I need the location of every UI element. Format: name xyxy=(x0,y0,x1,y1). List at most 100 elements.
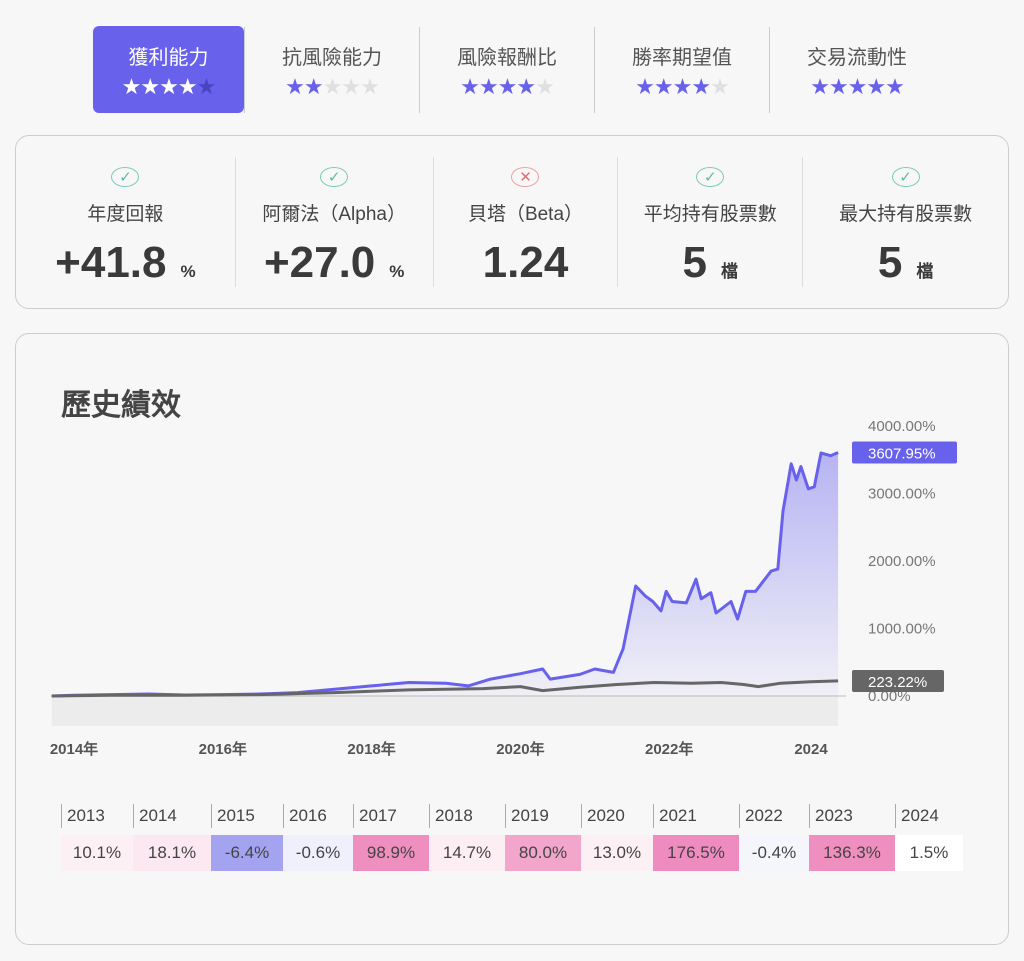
metric-label: 貝塔（Beta） xyxy=(467,204,584,225)
year-label: 2014 xyxy=(133,804,211,828)
metric-value-wrap: +27.0% xyxy=(264,238,404,288)
tab-divider xyxy=(419,26,420,113)
check-icon: ✓ xyxy=(320,167,349,187)
performance-chart: 0.00% 1000.00% 2000.00% 3000.00% 4000.00% 201… xyxy=(50,418,957,758)
annual-return-cell: 2014 18.1% xyxy=(133,804,211,871)
year-label: 2022 xyxy=(739,804,809,828)
year-label: 2020 xyxy=(581,804,653,828)
series-line-1 xyxy=(51,679,839,698)
metric-value-wrap: 1.24 xyxy=(483,238,569,288)
year-label: 2015 xyxy=(211,804,283,828)
annual-return-cell: 2023 136.3% xyxy=(809,804,895,871)
star-icon: ★ xyxy=(196,74,217,99)
last-value-label: 223.22% xyxy=(868,674,927,691)
tab-divider xyxy=(769,26,770,113)
star-rating: ★★★★★ xyxy=(285,74,380,99)
star-icon: ★ xyxy=(121,74,142,99)
check-icon: ✓ xyxy=(696,167,725,187)
star-icon: ★ xyxy=(303,74,324,99)
year-label: 2013 xyxy=(61,804,133,828)
y-tick-label: 3000.00% xyxy=(868,486,936,503)
annual-return-cell: 2020 13.0% xyxy=(581,804,653,871)
metric-value: +41.8 xyxy=(55,238,167,287)
metric-value: 5 xyxy=(877,238,903,287)
return-value: 98.9% xyxy=(353,835,429,871)
star-rating: ★★★★★ xyxy=(460,74,555,99)
last-value-label: 3607.95% xyxy=(868,445,936,462)
annual-return-cell: 2022 -0.4% xyxy=(739,804,809,871)
tab-label: 抗風險能力 xyxy=(282,47,382,69)
return-value: 80.0% xyxy=(505,835,581,871)
x-tick-label: 2022年 xyxy=(645,740,693,758)
check-icon: ✓ xyxy=(891,167,920,187)
star-icon: ★ xyxy=(810,74,830,99)
y-tick-label: 0.00% xyxy=(868,688,911,705)
annual-return-cell: 2021 176.5% xyxy=(653,804,739,871)
return-value: 14.7% xyxy=(429,835,505,871)
star-icon: ★ xyxy=(691,74,711,99)
metric-3: ✓ 平均持有股票數 5 檔 xyxy=(618,157,804,287)
x-tick-label: 2020年 xyxy=(496,740,544,758)
last-value-badge xyxy=(852,669,944,692)
tab-1[interactable]: 抗風險能力 ★★★★★ xyxy=(245,26,419,113)
last-value-badge xyxy=(852,441,957,464)
tab-2[interactable]: 風險報酬比 ★★★★★ xyxy=(420,26,594,113)
metric-unit: 檔 xyxy=(916,262,934,281)
cross-icon: ✕ xyxy=(511,167,540,187)
star-icon: ★ xyxy=(159,74,179,99)
y-tick-label: 4000.00% xyxy=(868,418,936,435)
star-rating: ★★★★★ xyxy=(635,74,730,99)
x-tick-label: 2018年 xyxy=(347,740,395,758)
star-icon: ★ xyxy=(322,74,343,99)
metric-label: 年度回報 xyxy=(87,204,164,225)
star-icon: ★ xyxy=(341,74,361,99)
metric-1: ✓ 阿爾法（Alpha） +27.0% xyxy=(236,157,434,287)
star-rating: ★★★★★ xyxy=(810,74,905,99)
metric-0: ✓ 年度回報 +41.8% xyxy=(16,157,236,287)
star-icon: ★ xyxy=(516,74,536,99)
tab-label: 勝率期望值 xyxy=(632,47,732,69)
tab-0[interactable]: 獲利能力 ★★★★★ xyxy=(93,26,244,113)
annual-return-cell: 2016 -0.6% xyxy=(283,804,353,871)
star-icon: ★ xyxy=(177,74,198,99)
return-value: 18.1% xyxy=(133,835,211,871)
annual-returns-table: 2013 10.1% 2014 18.1% 2015 -6.4% 2016 -0.6% 2017… xyxy=(61,804,963,871)
annual-return-cell: 2015 -6.4% xyxy=(211,804,283,871)
tab-label: 交易流動性 xyxy=(807,47,907,69)
return-value: -0.4% xyxy=(739,835,809,871)
tab-3[interactable]: 勝率期望值 ★★★★★ xyxy=(595,26,769,113)
star-icon: ★ xyxy=(828,74,849,99)
star-icon: ★ xyxy=(710,74,730,99)
star-icon: ★ xyxy=(635,74,655,99)
x-tick-label: 2016年 xyxy=(199,740,247,758)
tab-label: 風險報酬比 xyxy=(457,47,557,69)
annual-return-cell: 2018 14.7% xyxy=(429,804,505,871)
annual-return-cell: 2019 80.0% xyxy=(505,804,581,871)
star-rating: ★★★★★ xyxy=(121,74,217,99)
year-label: 2021 xyxy=(653,804,739,828)
tab-4[interactable]: 交易流動性 ★★★★★ xyxy=(770,26,944,113)
year-label: 2016 xyxy=(283,804,353,828)
annual-return-cell: 2024 1.5% xyxy=(895,804,963,871)
metric-label: 平均持有股票數 xyxy=(643,204,777,225)
year-label: 2024 xyxy=(895,804,963,828)
return-value: -0.6% xyxy=(283,835,353,871)
star-icon: ★ xyxy=(285,74,305,99)
return-value: 10.1% xyxy=(61,835,133,871)
x-tick-label: 2014年 xyxy=(50,740,98,758)
metric-4: ✓ 最大持有股票數 5 檔 xyxy=(803,157,1008,287)
star-icon: ★ xyxy=(847,74,868,99)
metric-unit: 檔 xyxy=(721,262,739,281)
year-label: 2019 xyxy=(505,804,581,828)
metric-label: 阿爾法（Alpha） xyxy=(262,204,406,225)
metric-value: 1.24 xyxy=(482,238,569,287)
metric-unit: % xyxy=(180,262,196,281)
annual-return-cell: 2017 98.9% xyxy=(353,804,429,871)
metric-value: +27.0 xyxy=(263,238,376,287)
return-value: 13.0% xyxy=(581,835,653,871)
metrics-card: ✓ 年度回報 +41.8% ✓ 阿爾法（Alpha） +27.0% ✕ 貝塔（Beta） 1.2… xyxy=(15,135,1009,309)
star-icon: ★ xyxy=(672,74,693,99)
star-icon: ★ xyxy=(535,74,555,99)
star-icon: ★ xyxy=(478,74,499,99)
